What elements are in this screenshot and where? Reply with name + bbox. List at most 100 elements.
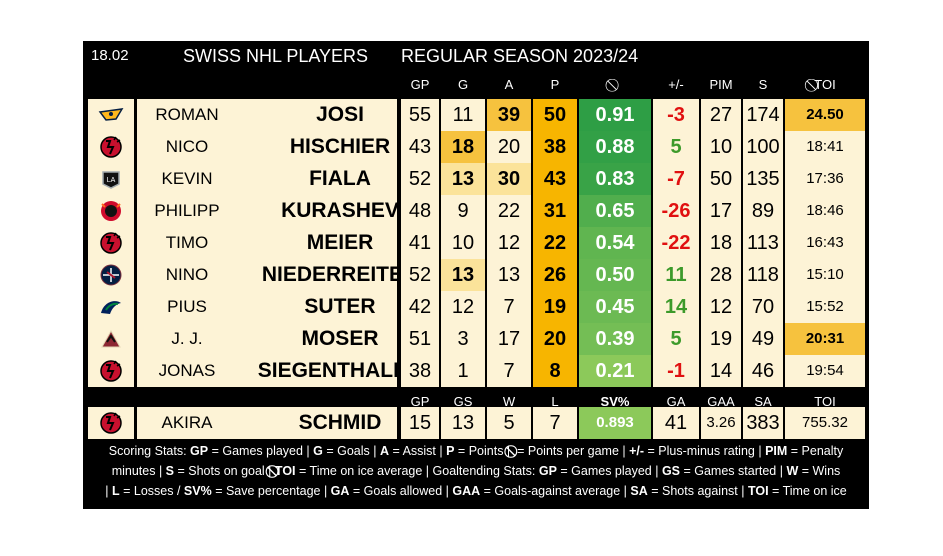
legend-text: = Goals | bbox=[322, 444, 380, 458]
devils-logo-icon bbox=[88, 131, 134, 163]
stat-p: 8 bbox=[533, 355, 577, 387]
stat-p: 26 bbox=[533, 259, 577, 291]
goalie-stat-gaa: 3.26 bbox=[701, 407, 741, 439]
stat-gp: 52 bbox=[401, 163, 439, 195]
legend-term: SA bbox=[630, 484, 648, 498]
player-last-name: NIEDERREITER bbox=[261, 263, 419, 286]
stat-pim: 50 bbox=[701, 163, 741, 195]
player-name-cell: ROMAN JOSI bbox=[137, 99, 397, 131]
player-first-name: ROMAN bbox=[155, 105, 219, 124]
legend-text: = Plus-minus rating | bbox=[644, 444, 766, 458]
column-header: ⃠TOI bbox=[814, 77, 836, 92]
legend-term: P bbox=[446, 444, 455, 458]
player-first-name: NINO bbox=[165, 265, 209, 284]
stat-pim: 10 bbox=[701, 131, 741, 163]
stat-ppg: 0.65 bbox=[579, 195, 651, 227]
player-name-cell: PIUS SUTER bbox=[137, 291, 397, 323]
stat-g: 10 bbox=[441, 227, 485, 259]
stat-p: 43 bbox=[533, 163, 577, 195]
stat-s: 113 bbox=[743, 227, 783, 259]
stat-gp: 55 bbox=[401, 99, 439, 131]
player-name-cell: JONAS SIEGENTHALER bbox=[137, 355, 422, 387]
coyotes-logo-icon bbox=[88, 323, 134, 355]
stat-a: 7 bbox=[487, 355, 531, 387]
legend-text: | bbox=[105, 484, 112, 498]
jets-logo-icon bbox=[88, 259, 134, 291]
column-header: G bbox=[457, 77, 469, 92]
stat-s: 70 bbox=[743, 291, 783, 323]
kings-logo-icon: LA bbox=[88, 163, 134, 195]
goalie-stat-svp: 0.893 bbox=[579, 407, 651, 439]
legend-text: = Time on ice bbox=[768, 484, 847, 498]
stat-ppg: 0.45 bbox=[579, 291, 651, 323]
player-first-name: J. J. bbox=[171, 329, 203, 348]
stat-ppg: 0.54 bbox=[579, 227, 651, 259]
stat-pm: -22 bbox=[653, 227, 699, 259]
canucks-logo-icon bbox=[88, 291, 134, 323]
legend-term: GA bbox=[330, 484, 350, 498]
stat-pm: -3 bbox=[653, 99, 699, 131]
stat-a: 30 bbox=[487, 163, 531, 195]
stat-g: 13 bbox=[441, 259, 485, 291]
player-last-name: FIALA bbox=[309, 167, 371, 190]
player-name-cell: PHILIPP KURASHEV bbox=[137, 195, 399, 227]
column-header: GA bbox=[666, 394, 686, 409]
stat-s: 135 bbox=[743, 163, 783, 195]
stat-a: 39 bbox=[487, 99, 531, 131]
goalie-first-name: AKIRA bbox=[161, 413, 213, 432]
stat-g: 1 bbox=[441, 355, 485, 387]
player-last-name: MEIER bbox=[306, 231, 374, 254]
stat-gp: 51 bbox=[401, 323, 439, 355]
stat-a: 13 bbox=[487, 259, 531, 291]
player-first-name: PHILIPP bbox=[154, 201, 220, 220]
stat-toi: 18:46 bbox=[785, 195, 865, 227]
stat-pim: 28 bbox=[701, 259, 741, 291]
legend-term: PIM bbox=[765, 444, 788, 458]
stat-s: 49 bbox=[743, 323, 783, 355]
goalie-stat-sa: 383 bbox=[743, 407, 783, 439]
stat-pim: 17 bbox=[701, 195, 741, 227]
player-last-name: KURASHEV bbox=[281, 199, 399, 222]
legend-text: = Points per game | bbox=[513, 444, 630, 458]
legend-term: A bbox=[379, 444, 390, 458]
column-header: GP bbox=[410, 394, 430, 409]
legend-term: G bbox=[313, 444, 323, 458]
stat-s: 100 bbox=[743, 131, 783, 163]
stat-s: 46 bbox=[743, 355, 783, 387]
stat-ppg: 0.50 bbox=[579, 259, 651, 291]
stat-pim: 27 bbox=[701, 99, 741, 131]
column-header: A bbox=[504, 77, 514, 92]
player-name-cell: TIMO MEIER bbox=[137, 227, 397, 259]
legend-term: GS bbox=[661, 464, 681, 478]
date-label: 18.02 bbox=[91, 47, 129, 64]
stat-g: 9 bbox=[441, 195, 485, 227]
legend-text: = Games played | bbox=[556, 464, 662, 478]
stat-p: 22 bbox=[533, 227, 577, 259]
player-last-name: JOSI bbox=[316, 103, 364, 126]
goalie-stat-l: 7 bbox=[533, 407, 577, 439]
stat-g: 11 bbox=[441, 99, 485, 131]
stat-p: 50 bbox=[533, 99, 577, 131]
player-name-cell: NINO NIEDERREITER bbox=[137, 259, 418, 291]
player-first-name: TIMO bbox=[165, 233, 209, 252]
player-first-name: NICO bbox=[165, 137, 209, 156]
player-last-name: SIEGENTHALER bbox=[257, 359, 423, 382]
legend-text: = Losses / bbox=[119, 484, 184, 498]
stat-toi: 17:36 bbox=[785, 163, 865, 195]
legend-text: = Goals allowed | bbox=[349, 484, 453, 498]
stat-ppg: 0.83 bbox=[579, 163, 651, 195]
legend-term: TOI bbox=[747, 484, 769, 498]
legend-line: Scoring Stats: GP = Games played | G = G… bbox=[83, 441, 869, 461]
stat-gp: 38 bbox=[401, 355, 439, 387]
legend-text: = Points | bbox=[454, 444, 514, 458]
column-header: S bbox=[758, 77, 768, 92]
stat-p: 38 bbox=[533, 131, 577, 163]
goalie-stat-gs: 13 bbox=[441, 407, 485, 439]
column-header: W bbox=[502, 394, 516, 409]
player-last-name: HISCHIER bbox=[289, 135, 391, 158]
stat-pm: 5 bbox=[653, 131, 699, 163]
legend-text: = Goals-against average | bbox=[480, 484, 631, 498]
legend-term: GAA bbox=[452, 484, 481, 498]
stat-s: 174 bbox=[743, 99, 783, 131]
legend-term: GP bbox=[538, 464, 557, 478]
